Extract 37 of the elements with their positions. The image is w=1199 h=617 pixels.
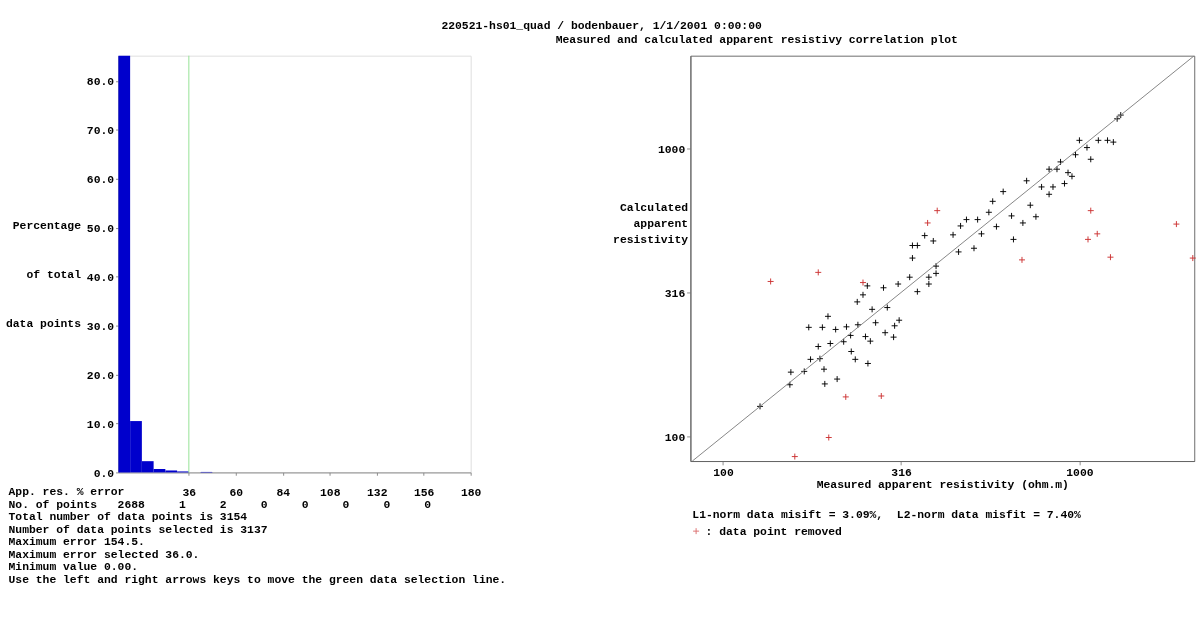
text: 220521-hs01_quad / bodenbauer, 1/1/2001 0:00:00	[441, 19, 762, 32]
y-tick-label: 40.0	[86, 272, 115, 285]
y-tick-label: 1000	[657, 143, 686, 156]
x-tick-label: 316	[891, 466, 912, 479]
legend-label: : data point removed	[705, 525, 843, 538]
y-tick-label: 30.0	[86, 320, 115, 333]
text: No. of points 2688 1 2 0 0 0 0 0	[8, 498, 432, 511]
x-tick-label: 60	[229, 486, 244, 499]
y-tick-label: 0.0	[93, 467, 115, 480]
x-tick-label: 1000	[1066, 466, 1094, 479]
y-axis-title: Calculated apparent resistivity	[613, 202, 689, 247]
x-tick-label: 84	[276, 486, 291, 499]
text: Percentage of total data points	[5, 219, 81, 330]
text: Use the left and right arrows keys to move the green data selection line.	[8, 573, 507, 586]
x-axis-title: Measured apparent resistivity (ohm.m)	[816, 479, 1069, 492]
text: Total number of data points is 3154	[8, 511, 248, 524]
y-tick-label: 60.0	[86, 174, 115, 187]
y-tick-label: 70.0	[86, 125, 115, 138]
text: Maximum error 154.5.	[8, 536, 145, 549]
y-tick-label: 80.0	[86, 76, 115, 89]
text: L1-norm data misift = 3.09%, L2-norm data misfit = 7.40%	[692, 508, 1082, 521]
y-tick-label: 100	[664, 431, 686, 444]
x-tick-label: 36	[182, 486, 197, 499]
chart-title: Measured and calculated apparent resistivy correlation plot	[555, 34, 958, 47]
text: Maximum error selected 36.0.	[8, 548, 200, 561]
x-tick-label: 100	[713, 466, 734, 479]
y-tick-label: 316	[664, 287, 686, 300]
x-tick-label: 156	[413, 486, 435, 499]
x-tick-label: 132	[366, 486, 388, 499]
text: Number of data points selected is 3137	[8, 523, 268, 536]
y-tick-label: 20.0	[86, 369, 115, 382]
x-axis-title: App. res. % error	[8, 486, 125, 499]
text: Minimum value 0.00.	[8, 561, 139, 574]
x-tick-label: 108	[320, 486, 341, 499]
y-tick-label: 50.0	[86, 223, 115, 236]
x-tick-label: 180	[460, 486, 482, 499]
y-tick-label: 10.0	[86, 418, 115, 431]
